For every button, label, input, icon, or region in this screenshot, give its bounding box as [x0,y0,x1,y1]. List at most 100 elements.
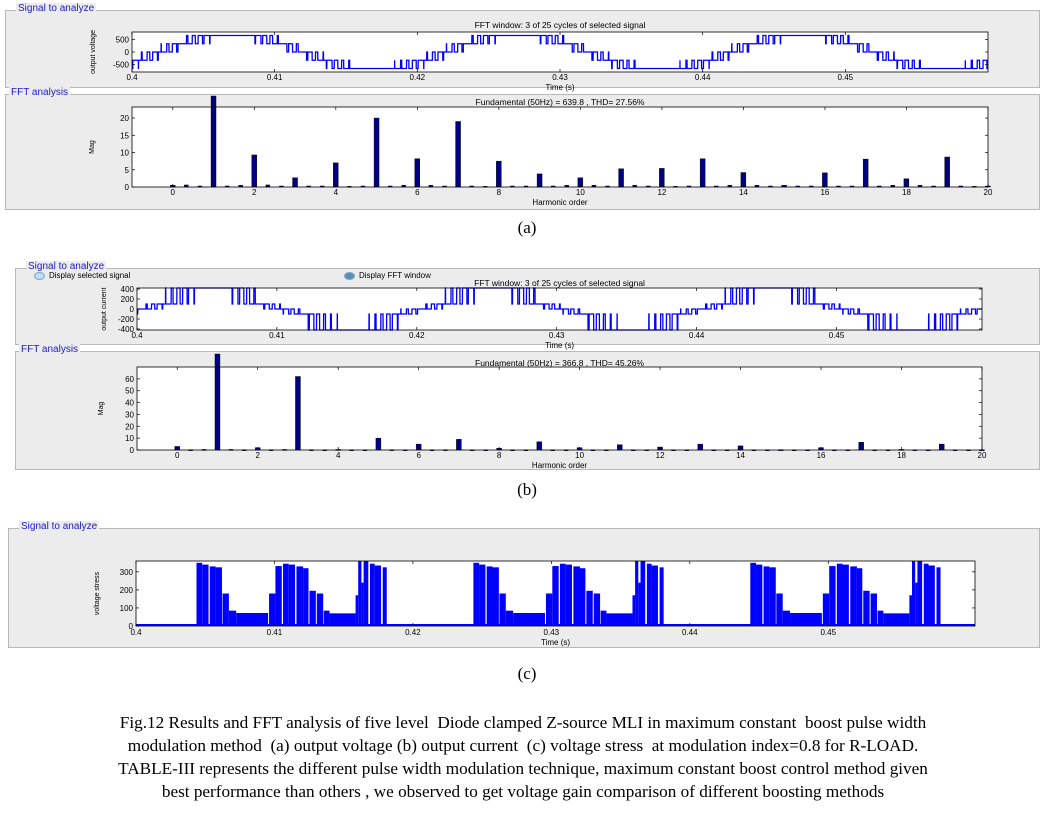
x-tick-label: 16 [817,451,826,460]
voltage-stress-pulse [296,566,304,626]
y-tick-label: -500 [113,61,130,70]
y-tick-label: 15 [120,131,129,140]
voltage-stress-pulse [196,562,203,626]
radio-selected-icon[interactable] [344,271,355,280]
voltage-stress-pulse [822,593,830,626]
y-axis-label: Mag [89,140,96,154]
radio-label: Display selected signal [49,271,131,280]
voltage-stress-pulse [829,566,836,626]
voltage-stress-pulse [638,582,641,626]
x-axis-label: Time (s) [541,638,570,647]
subfigure-label-b: (b) [517,480,537,499]
voltage-stress-pulse [842,564,849,626]
y-tick-label: 60 [125,375,134,384]
voltage-stress-pulse [209,566,216,626]
figure-caption: Fig.12 Results and FFT analysis of five … [0,711,1046,803]
signal-waveform [132,34,988,70]
x-tick-label: 0.43 [544,628,560,637]
voltage-stress-pulse [316,593,324,626]
radio-icon[interactable] [34,271,45,280]
harmonic-bar [251,154,257,188]
voltage-stress-pulse [288,564,296,626]
voltage-stress-pulse [505,610,514,626]
voltage-stress-pulse [928,565,935,626]
harmonic-bar [496,160,502,188]
x-tick-label: 0.45 [829,331,845,340]
y-tick-label: 200 [121,295,135,304]
x-tick-label: 18 [902,188,911,197]
y-tick-label: 20 [120,114,129,123]
x-tick-label: 8 [497,188,502,197]
voltage-stress-pulse [361,582,364,626]
frame-legend: Signal to analyze [19,521,100,533]
x-tick-label: 0.44 [695,73,711,82]
voltage-stress-pulse [850,566,857,626]
frame-legend: FFT analysis [9,87,71,99]
plot-area [137,367,982,450]
harmonic-bar [617,444,623,451]
x-axis-label: Harmonic order [532,198,587,207]
y-tick-label: 40 [125,399,134,408]
y-axis-label: voltage stress [94,571,101,615]
voltage-stress-pulse [565,564,572,626]
x-tick-label: 14 [739,188,748,197]
voltage-stress-pulse [473,562,480,626]
x-tick-label: 0.44 [682,628,698,637]
voltage-stress-pulse [513,613,545,626]
voltage-stress-pulse [923,563,929,626]
y-tick-label: 100 [120,604,134,613]
x-axis-label: Time (s) [545,83,574,92]
display-fft-window-radio[interactable]: Display FFT window [344,271,431,280]
voltage-stress-pulse [559,563,566,626]
harmonic-bar [862,158,869,188]
chart-title: FFT window: 3 of 25 cycles of selected s… [474,278,645,288]
caption-line: Fig.12 Results and FFT analysis of five … [119,713,927,732]
y-tick-label: 200 [120,586,134,595]
harmonic-bar [944,156,950,188]
voltage-stress-pulse [355,595,359,626]
x-tick-label: 0.42 [409,331,425,340]
voltage-stress-pulse [909,595,913,626]
y-tick-label: 0 [125,183,130,192]
harmonic-bar [210,95,217,188]
plot-area [132,32,988,72]
x-axis-label: Time (s) [545,341,574,350]
y-tick-label: 30 [125,410,134,419]
y-axis-label: output voltage [90,30,97,74]
x-tick-label: 0.44 [689,331,705,340]
x-tick-label: 4 [334,188,339,197]
harmonic-bar [536,173,543,188]
voltage-stress-pulse [222,593,229,626]
voltage-stress-pulse [236,613,269,626]
x-axis-label: Harmonic order [532,461,587,470]
voltage-stress-pulse [755,564,763,626]
y-axis-label: output current [101,287,108,330]
voltage-stress-pulse [651,565,658,626]
voltage-stress-pulse [309,590,316,626]
y-axis-label: Mag [98,402,105,416]
voltage-stress-pulse [606,613,633,626]
voltage-stress-pulse [358,561,362,626]
voltage-stress-pulse [917,561,923,626]
voltage-stress-pulse [635,561,639,626]
voltage-stress-pulse [912,561,916,626]
harmonic-bar [858,442,864,451]
voltage-stress-pulse [202,564,209,626]
voltage-stress-pulse [856,568,863,626]
x-tick-label: 12 [657,188,666,197]
harmonic-bar [295,376,301,451]
x-tick-label: 0.43 [549,331,565,340]
y-tick-label: -200 [118,315,135,324]
voltage-stress-pulse [573,566,581,626]
frame-legend: Signal to analyze [16,3,97,15]
y-tick-label: 10 [125,434,134,443]
y-tick-label: -400 [118,325,135,334]
x-tick-label: 20 [978,451,987,460]
voltage-stress-pulse [269,593,276,626]
voltage-stress-pulse [863,590,870,626]
x-tick-label: 12 [656,451,665,460]
x-tick-label: 14 [736,451,745,460]
voltage-stress-pulse [836,563,843,626]
voltage-stress-pulse [580,568,586,626]
display-selected-signal-radio[interactable]: Display selected signal [34,271,130,280]
